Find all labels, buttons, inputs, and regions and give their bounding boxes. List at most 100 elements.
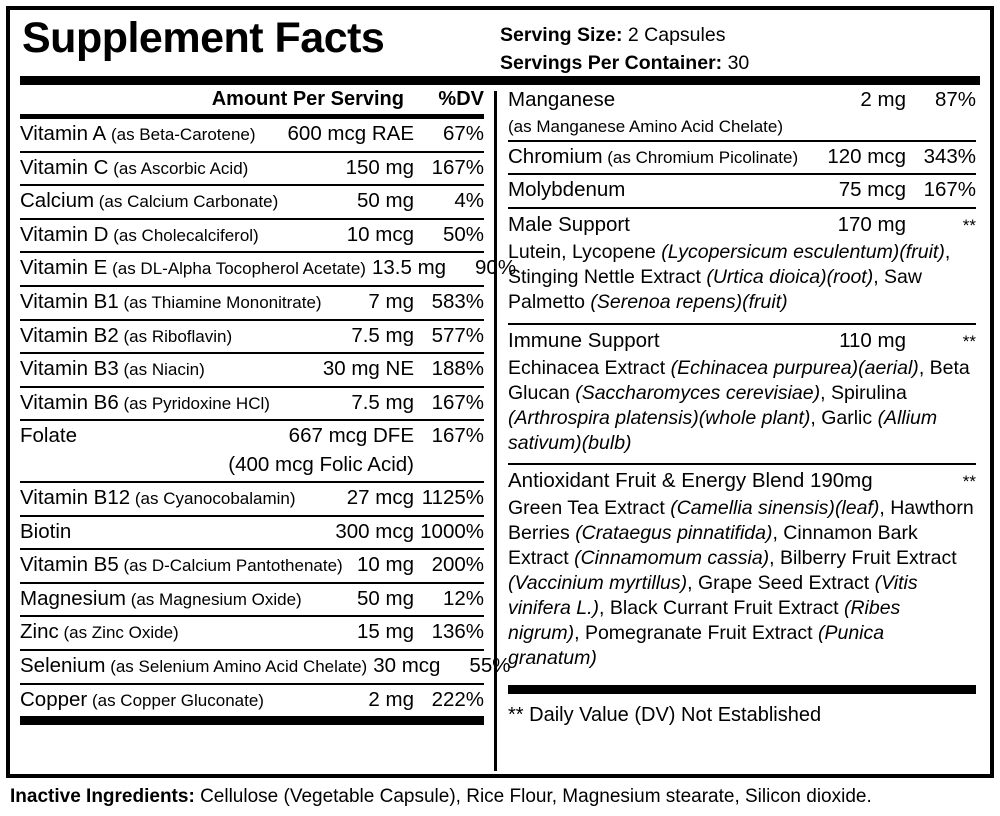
row-divider bbox=[20, 284, 484, 287]
plant-part: (root) bbox=[826, 265, 874, 288]
nutrient-source: (as Thiamine Mononitrate) bbox=[118, 292, 322, 312]
nutrient-source: (as Niacin) bbox=[118, 360, 205, 380]
latin-binomial: (Echinacea purpurea) bbox=[670, 356, 859, 379]
nutrient-amount: 50 mg bbox=[357, 586, 414, 610]
serving-info: Serving Size: 2 Capsules Servings Per Co… bbox=[486, 14, 978, 77]
latin-binomial: (Urtica dioica) bbox=[706, 265, 827, 288]
nutrient-name: Vitamin C (as Ascorbic Acid) bbox=[20, 155, 249, 179]
table-row: Chromium (as Chromium Picolinate) 120 mcg… bbox=[508, 142, 976, 174]
table-row: Zinc (as Zinc Oxide) 15 mg 136% bbox=[20, 617, 484, 649]
servings-per-container-line: Servings Per Container: 30 bbox=[500, 50, 978, 78]
plant-part: (fruit) bbox=[742, 290, 788, 313]
nutrient-name: Molybdenum bbox=[508, 178, 626, 202]
nutrient-source: (as Magnesium Oxide) bbox=[125, 589, 302, 609]
nutrient-amount: 300 mcg bbox=[335, 519, 414, 543]
latin-binomial: (Arthrospira platensis) bbox=[508, 406, 699, 429]
table-row: Selenium (as Selenium Amino Acid Chelate… bbox=[20, 651, 510, 683]
blend-amount: 110 mg bbox=[839, 328, 906, 352]
row-divider bbox=[20, 581, 484, 584]
blend-name: Male Support bbox=[508, 212, 630, 236]
nutrient-source: (as Ascorbic Acid) bbox=[108, 158, 249, 178]
nutrient-source: (as Copper Gluconate) bbox=[87, 690, 264, 710]
plant-part: (fruit) bbox=[899, 240, 945, 263]
nutrient-amount: 13.5 mg bbox=[371, 256, 447, 280]
nutrient-amount: 50 mg bbox=[357, 189, 414, 213]
nutrient-amount: 120 mcg bbox=[827, 144, 906, 168]
nutrient-name: Vitamin B12 (as Cyanocobalamin) bbox=[20, 485, 296, 509]
plant-part: (whole plant) bbox=[698, 406, 811, 429]
nutrient-amount: 10 mcg bbox=[346, 222, 414, 246]
nutrient-amount: 7 mg bbox=[368, 289, 414, 313]
nutrient-percent-dv: 200% bbox=[431, 553, 484, 577]
table-row: Vitamin D (as Cholecalciferol) 10 mcg 50% bbox=[20, 220, 484, 252]
table-row: Vitamin C (as Ascorbic Acid) 150 mg 167% bbox=[20, 153, 484, 185]
nutrient-name: Vitamin E (as DL-Alpha Tocopherol Acetat… bbox=[20, 256, 366, 280]
row-divider bbox=[20, 217, 484, 220]
column-header-row: Amount Per Serving %DV bbox=[20, 85, 484, 114]
table-row: Folate 667 mcg DFE 167% bbox=[20, 421, 484, 453]
nutrient-amount: 150 mg bbox=[345, 155, 414, 179]
nutrient-amount: 75 mcg bbox=[838, 178, 906, 202]
table-row: Vitamin B1 (as Thiamine Mononitrate) 7 mg… bbox=[20, 287, 484, 319]
label-header: Supplement Facts Serving Size: 2 Capsule… bbox=[20, 10, 980, 76]
nutrient-source: (as Cholecalciferol) bbox=[108, 225, 259, 245]
header-divider-rule bbox=[20, 76, 980, 85]
row-divider bbox=[20, 615, 484, 618]
nutrient-amount: 2 mg bbox=[368, 687, 414, 711]
blend-percent-dv: ** bbox=[962, 472, 976, 492]
inactive-ingredients-label: Inactive Ingredients: bbox=[10, 786, 195, 807]
right-nutrient-rows: Manganese 2 mg 87% (as Manganese Amino Acid… bbox=[508, 85, 976, 209]
supplement-facts-panel: Supplement Facts Serving Size: 2 Capsule… bbox=[6, 6, 994, 778]
nutrient-percent-dv: 343% bbox=[923, 144, 976, 168]
nutrient-source: (as DL-Alpha Tocopherol Acetate) bbox=[107, 259, 366, 279]
nutrient-percent-dv: 50% bbox=[442, 222, 484, 246]
nutrient-name: Biotin bbox=[20, 519, 72, 543]
latin-binomial: (Cinnamomum cassia) bbox=[574, 547, 770, 570]
row-divider bbox=[20, 385, 484, 388]
nutrient-amount: 30 mg NE bbox=[322, 357, 414, 381]
nutrient-name: Vitamin B6 (as Pyridoxine HCl) bbox=[20, 390, 270, 414]
nutrient-subline: (400 mcg Folic Acid) bbox=[228, 452, 414, 476]
nutrient-percent-dv: 188% bbox=[431, 357, 484, 381]
footnote-divider-rule bbox=[508, 685, 976, 695]
latin-binomial: (Ribes nigrum) bbox=[508, 597, 901, 645]
blend-ingredients: Echinacea Extract (Echinacea purpurea)(a… bbox=[508, 356, 970, 454]
serving-size-label: Serving Size: bbox=[500, 24, 623, 46]
servings-per-container-value: 30 bbox=[727, 51, 750, 74]
inactive-ingredients-line: Inactive Ingredients: Cellulose (Vegetab… bbox=[6, 778, 994, 809]
nutrient-name: Calcium (as Calcium Carbonate) bbox=[20, 189, 279, 213]
row-divider bbox=[20, 548, 484, 551]
row-divider bbox=[20, 480, 484, 483]
nutrient-name: Vitamin A (as Beta-Carotene) bbox=[20, 122, 256, 145]
row-divider bbox=[508, 139, 976, 142]
blend-amount: 170 mg bbox=[837, 212, 906, 236]
nutrient-source: (as Beta-Carotene) bbox=[106, 125, 256, 144]
left-nutrient-rows: Vitamin A (as Beta-Carotene) 600 mcg RAE 6… bbox=[20, 119, 516, 726]
row-divider bbox=[20, 514, 484, 517]
nutrient-name: Vitamin B3 (as Niacin) bbox=[20, 357, 205, 381]
table-row: Manganese 2 mg 87% bbox=[508, 85, 976, 117]
nutrient-name: Zinc (as Zinc Oxide) bbox=[20, 620, 179, 644]
nutrient-percent-dv: 167% bbox=[431, 390, 484, 414]
nutrient-source: (as Zinc Oxide) bbox=[58, 623, 179, 643]
nutrient-amount: 2 mg bbox=[860, 88, 906, 111]
plant-part: (bulb) bbox=[581, 431, 632, 454]
nutrient-name: Copper (as Copper Gluconate) bbox=[20, 687, 264, 711]
nutrient-name: Vitamin B2 (as Riboflavin) bbox=[20, 323, 233, 347]
nutrient-source: (as Calcium Carbonate) bbox=[94, 192, 279, 212]
row-divider bbox=[20, 184, 484, 187]
nutrient-amount: 15 mg bbox=[357, 620, 414, 644]
nutrient-percent-dv: 222% bbox=[431, 687, 484, 711]
blend-header: Male Support 170 mg ** bbox=[508, 209, 976, 239]
nutrient-percent-dv: 1000% bbox=[420, 519, 484, 543]
daily-value-footnote: ** Daily Value (DV) Not Established bbox=[508, 704, 822, 727]
servings-per-container-label: Servings Per Container: bbox=[500, 51, 723, 74]
serving-size-line: Serving Size: 2 Capsules bbox=[500, 22, 978, 50]
nutrient-name: Vitamin B1 (as Thiamine Mononitrate) bbox=[20, 289, 322, 313]
latin-binomial: (Vaccinium myrtillus) bbox=[508, 572, 688, 595]
left-column: Amount Per Serving %DV Vitamin A (as Bet… bbox=[20, 85, 516, 775]
latin-binomial: (Punica granatum) bbox=[508, 622, 885, 670]
nutrient-percent-dv: 55% bbox=[469, 653, 511, 677]
inactive-ingredients-value: Cellulose (Vegetable Capsule), Rice Flou… bbox=[200, 786, 872, 807]
nutrient-source: (as Chromium Picolinate) bbox=[602, 147, 799, 167]
